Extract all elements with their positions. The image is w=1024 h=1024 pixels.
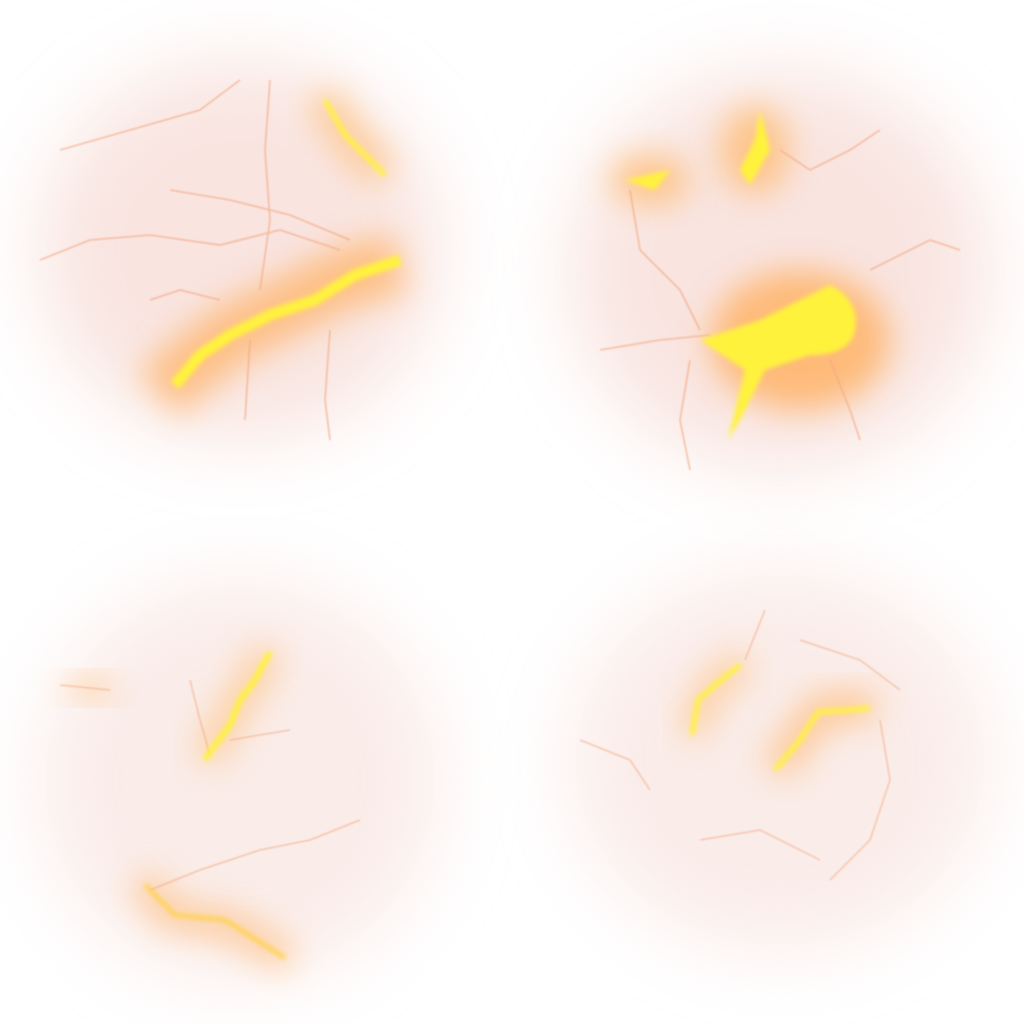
veins (59, 679, 361, 891)
crack (202, 650, 273, 762)
glow-sprite-2 (570, 70, 990, 471)
veins (599, 129, 961, 471)
crack (170, 254, 402, 389)
glow-sprite-4 (570, 570, 990, 950)
glow-sprite-1 (39, 60, 440, 441)
crack (322, 98, 387, 177)
crack (689, 663, 742, 736)
cloud (40, 60, 440, 440)
crack (740, 110, 770, 185)
crack (143, 883, 287, 960)
crack (700, 285, 856, 440)
glow-sprite-3 (40, 580, 440, 980)
crack (625, 170, 670, 190)
crack (773, 705, 871, 772)
veins (39, 79, 351, 441)
veins (579, 609, 901, 881)
